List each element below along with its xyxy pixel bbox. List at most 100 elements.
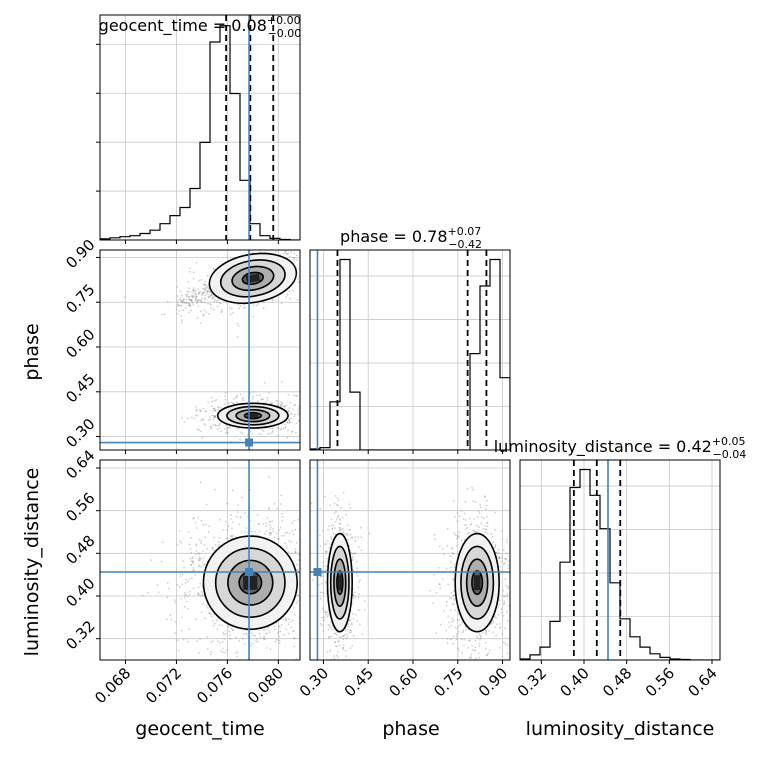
scatter-point [216,640,219,643]
scatter-point [342,644,345,647]
scatter-point [452,578,454,581]
x-tick-label: 0.076 [193,664,236,707]
scatter-point [305,271,307,273]
scatter-point [333,641,336,644]
scatter-point [344,649,347,652]
scatter-point [210,294,212,296]
scatter-point [215,409,217,412]
scatter-point [261,428,264,431]
scatter-point [339,528,341,531]
scatter-point [351,558,354,561]
scatter-point [297,414,299,416]
scatter-point [454,609,456,611]
scatter-point [258,432,260,435]
scatter-point [255,640,257,643]
scatter-point [209,425,212,428]
scatter-point [469,523,472,526]
scatter-point [158,591,160,594]
scatter-point [270,532,273,535]
scatter-point [195,261,198,264]
scatter-point [290,417,293,420]
scatter-point [216,619,218,622]
scatter-point [182,299,185,302]
scatter-point [499,627,502,630]
contour-line [243,411,263,420]
scatter-point [252,315,255,318]
scatter-point [471,645,473,647]
scatter-point [180,304,183,307]
scatter-point [187,531,190,533]
scatter-point [215,399,218,401]
scatter-point [515,570,517,572]
scatter-point [192,303,195,306]
scatter-point [195,295,198,298]
scatter-point [228,625,230,627]
scatter-point [190,563,192,566]
scatter-point [503,595,505,597]
scatter-point [185,295,188,298]
scatter-point [199,559,201,562]
scatter-point [209,418,212,421]
scatter-point [342,638,345,641]
scatter-point [198,299,201,302]
scatter-point [200,542,202,545]
scatter-point [355,613,358,616]
scatter-point [503,602,506,604]
scatter-point [202,524,205,527]
scatter-point [250,632,253,635]
scatter-point [490,533,493,536]
scatter-point [202,419,205,422]
scatter-point [243,307,245,310]
x-tick-label: 0.32 [514,664,550,700]
scatter-point [198,557,201,560]
scatter-point [484,629,487,632]
scatter-point [287,393,290,396]
scatter-point [324,611,327,614]
scatter-point [497,613,500,616]
scatter-point [176,639,179,642]
scatter-point [227,432,229,435]
scatter-point [197,305,199,307]
contour-line [226,405,280,426]
scatter-point [197,293,200,295]
scatter-point [218,302,221,304]
scatter-point [226,537,229,540]
scatter-point [503,641,505,644]
x-tick-label: 0.56 [642,664,678,700]
scatter-point [301,412,303,414]
scatter-point [296,394,298,397]
scatter-point [292,606,295,609]
scatter-point [353,617,355,620]
scatter-point [210,613,213,616]
scatter-point [484,496,487,498]
scatter-point [305,566,307,568]
scatter-point [264,628,267,631]
scatter-point [329,626,331,629]
scatter-point [191,296,194,299]
scatter-point [335,520,337,523]
scatter-point [208,291,211,294]
scatter-point [192,271,195,274]
scatter-point [350,536,353,539]
scatter-point [460,539,463,542]
scatter-point [328,671,330,673]
scatter-point [243,643,246,645]
scatter-point [196,300,199,303]
scatter-point [307,258,309,260]
scatter-point [263,635,266,638]
scatter-point [465,628,467,631]
scatter-point [271,427,274,430]
scatter-point [330,628,333,631]
scatter-point [330,537,333,540]
scatter-point [258,394,261,396]
scatter-point [303,563,305,565]
scatter-point [255,304,258,307]
scatter-point [508,604,510,607]
scatter-point [334,632,337,635]
scatter-point [189,299,192,301]
scatter-point [348,631,351,634]
scatter-point [498,552,500,555]
scatter-point [258,242,260,244]
scatter-point [305,276,307,278]
scatter-point [336,497,339,499]
